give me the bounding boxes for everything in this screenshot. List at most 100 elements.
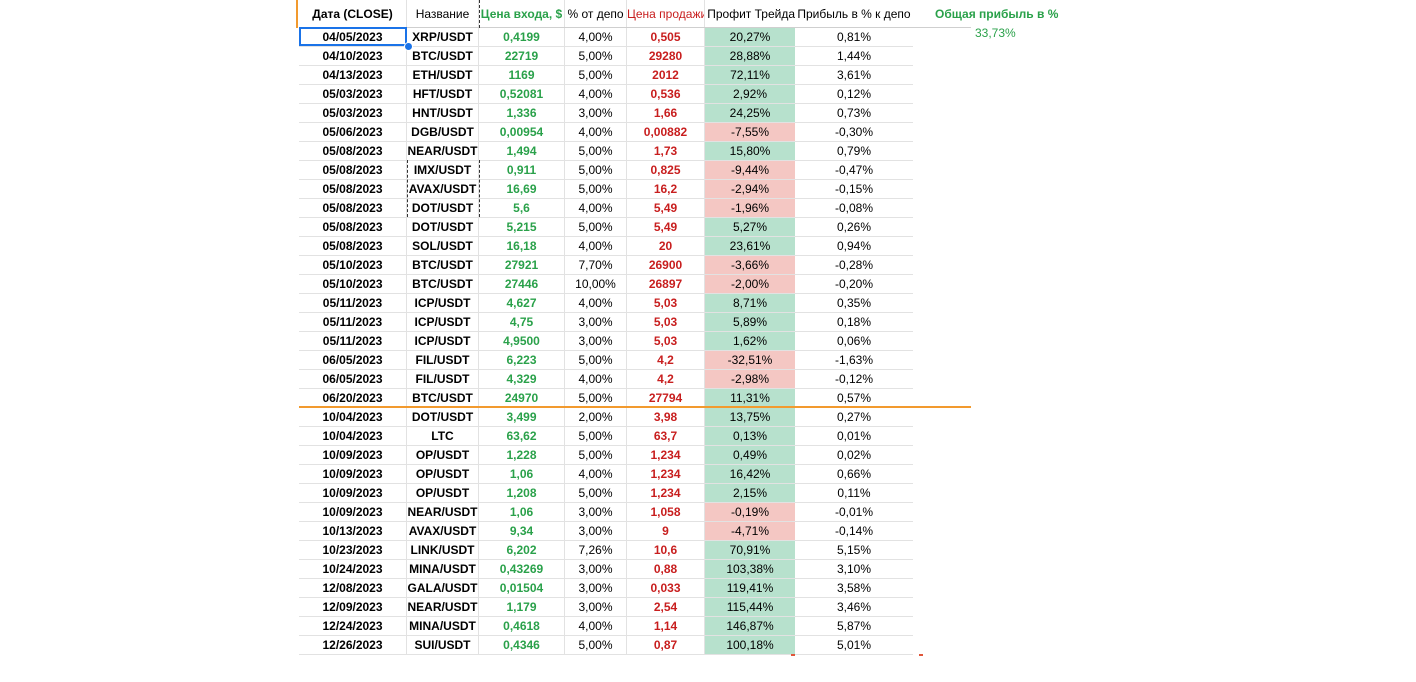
date-cell[interactable]: 05/08/2023 xyxy=(299,199,407,218)
sell-price-cell[interactable]: 63,7 xyxy=(627,427,705,446)
date-cell[interactable]: 10/09/2023 xyxy=(299,484,407,503)
pct-depo-cell[interactable]: 3,00% xyxy=(565,579,627,598)
profit-depo-cell[interactable]: 5,15% xyxy=(795,541,913,560)
sell-price-cell[interactable]: 2012 xyxy=(627,66,705,85)
sell-price-cell[interactable]: 0,87 xyxy=(627,636,705,655)
date-cell[interactable]: 05/11/2023 xyxy=(299,332,407,351)
trade-profit-cell[interactable]: 100,18% xyxy=(705,636,795,655)
pair-cell[interactable]: DGB/USDT xyxy=(407,123,479,142)
trade-profit-cell[interactable]: 2,15% xyxy=(705,484,795,503)
entry-price-cell[interactable]: 0,43269 xyxy=(479,560,565,579)
sell-price-cell[interactable]: 4,2 xyxy=(627,351,705,370)
date-cell[interactable]: 10/09/2023 xyxy=(299,465,407,484)
pair-cell[interactable]: SUI/USDT xyxy=(407,636,479,655)
header-entry-price[interactable]: Цена входа, $ xyxy=(479,0,565,28)
pair-cell[interactable]: LTC xyxy=(407,427,479,446)
trade-profit-cell[interactable]: 115,44% xyxy=(705,598,795,617)
sell-price-cell[interactable]: 4,2 xyxy=(627,370,705,389)
entry-price-cell[interactable]: 0,4199 xyxy=(479,28,565,47)
trade-profit-cell[interactable]: 23,61% xyxy=(705,237,795,256)
sell-price-cell[interactable]: 0,825 xyxy=(627,161,705,180)
total-profit-value[interactable]: 33,73% xyxy=(975,26,1016,40)
sell-price-cell[interactable]: 20 xyxy=(627,237,705,256)
trade-profit-cell[interactable]: 8,71% xyxy=(705,294,795,313)
date-cell[interactable]: 06/05/2023 xyxy=(299,370,407,389)
pct-depo-cell[interactable]: 5,00% xyxy=(565,218,627,237)
entry-price-cell[interactable]: 5,215 xyxy=(479,218,565,237)
sell-price-cell[interactable]: 2,54 xyxy=(627,598,705,617)
sell-price-cell[interactable]: 0,536 xyxy=(627,85,705,104)
pct-depo-cell[interactable]: 5,00% xyxy=(565,180,627,199)
pct-depo-cell[interactable]: 4,00% xyxy=(565,617,627,636)
pair-cell[interactable]: BTC/USDT xyxy=(407,275,479,294)
profit-depo-cell[interactable]: 0,18% xyxy=(795,313,913,332)
sell-price-cell[interactable]: 0,00882 xyxy=(627,123,705,142)
pair-cell[interactable]: AVAX/USDT xyxy=(407,180,479,199)
sell-price-cell[interactable]: 26897 xyxy=(627,275,705,294)
pair-cell[interactable]: ETH/USDT xyxy=(407,66,479,85)
profit-depo-cell[interactable]: 3,61% xyxy=(795,66,913,85)
entry-price-cell[interactable]: 1169 xyxy=(479,66,565,85)
pct-depo-cell[interactable]: 3,00% xyxy=(565,522,627,541)
trade-profit-cell[interactable]: 13,75% xyxy=(705,408,795,427)
pct-depo-cell[interactable]: 4,00% xyxy=(565,85,627,104)
trade-profit-cell[interactable]: -4,71% xyxy=(705,522,795,541)
sell-price-cell[interactable]: 1,234 xyxy=(627,446,705,465)
trade-profit-cell[interactable]: 24,25% xyxy=(705,104,795,123)
pair-cell[interactable]: NEAR/USDT xyxy=(407,598,479,617)
pair-cell[interactable]: OP/USDT xyxy=(407,484,479,503)
header-sell-price[interactable]: Цена продажи xyxy=(627,0,705,28)
sell-price-cell[interactable]: 26900 xyxy=(627,256,705,275)
entry-price-cell[interactable]: 1,336 xyxy=(479,104,565,123)
header-pct-depo[interactable]: % от депо xyxy=(565,0,627,28)
active-cell-selection[interactable] xyxy=(299,27,407,46)
profit-depo-cell[interactable]: -0,30% xyxy=(795,123,913,142)
header-profit-depo[interactable]: Прибыль в % к депо xyxy=(795,0,913,28)
entry-price-cell[interactable]: 16,18 xyxy=(479,237,565,256)
pct-depo-cell[interactable]: 4,00% xyxy=(565,199,627,218)
pair-cell[interactable]: FIL/USDT xyxy=(407,370,479,389)
pct-depo-cell[interactable]: 4,00% xyxy=(565,123,627,142)
date-cell[interactable]: 05/08/2023 xyxy=(299,142,407,161)
trade-profit-cell[interactable]: 119,41% xyxy=(705,579,795,598)
date-cell[interactable]: 12/09/2023 xyxy=(299,598,407,617)
sell-price-cell[interactable]: 10,6 xyxy=(627,541,705,560)
pct-depo-cell[interactable]: 5,00% xyxy=(565,484,627,503)
trade-profit-cell[interactable]: 1,62% xyxy=(705,332,795,351)
sell-price-cell[interactable]: 5,49 xyxy=(627,199,705,218)
date-cell[interactable]: 05/10/2023 xyxy=(299,256,407,275)
trade-profit-cell[interactable]: 146,87% xyxy=(705,617,795,636)
pair-cell[interactable]: NEAR/USDT xyxy=(407,503,479,522)
date-cell[interactable]: 05/08/2023 xyxy=(299,161,407,180)
pair-cell[interactable]: DOT/USDT xyxy=(407,199,479,218)
profit-depo-cell[interactable]: 0,79% xyxy=(795,142,913,161)
entry-price-cell[interactable]: 0,4346 xyxy=(479,636,565,655)
profit-depo-cell[interactable]: 3,46% xyxy=(795,598,913,617)
trade-profit-cell[interactable]: 20,27% xyxy=(705,28,795,47)
trade-profit-cell[interactable]: 28,88% xyxy=(705,47,795,66)
profit-depo-cell[interactable]: 0,81% xyxy=(795,28,913,47)
pair-cell[interactable]: SOL/USDT xyxy=(407,237,479,256)
pct-depo-cell[interactable]: 10,00% xyxy=(565,275,627,294)
profit-depo-cell[interactable]: 0,35% xyxy=(795,294,913,313)
profit-depo-cell[interactable]: -0,01% xyxy=(795,503,913,522)
entry-price-cell[interactable]: 6,202 xyxy=(479,541,565,560)
trade-profit-cell[interactable]: 103,38% xyxy=(705,560,795,579)
pct-depo-cell[interactable]: 3,00% xyxy=(565,598,627,617)
sell-price-cell[interactable]: 1,66 xyxy=(627,104,705,123)
profit-depo-cell[interactable]: -0,12% xyxy=(795,370,913,389)
trade-profit-cell[interactable]: 16,42% xyxy=(705,465,795,484)
sell-price-cell[interactable]: 1,14 xyxy=(627,617,705,636)
trade-profit-cell[interactable]: -2,00% xyxy=(705,275,795,294)
pair-cell[interactable]: DOT/USDT xyxy=(407,218,479,237)
profit-depo-cell[interactable]: 5,01% xyxy=(795,636,913,655)
pct-depo-cell[interactable]: 4,00% xyxy=(565,370,627,389)
sell-price-cell[interactable]: 1,234 xyxy=(627,484,705,503)
entry-price-cell[interactable]: 1,208 xyxy=(479,484,565,503)
trade-profit-cell[interactable]: -2,94% xyxy=(705,180,795,199)
sell-price-cell[interactable]: 5,03 xyxy=(627,313,705,332)
sell-price-cell[interactable]: 29280 xyxy=(627,47,705,66)
fill-handle[interactable] xyxy=(404,42,413,51)
entry-price-cell[interactable]: 1,06 xyxy=(479,503,565,522)
date-cell[interactable]: 05/11/2023 xyxy=(299,313,407,332)
